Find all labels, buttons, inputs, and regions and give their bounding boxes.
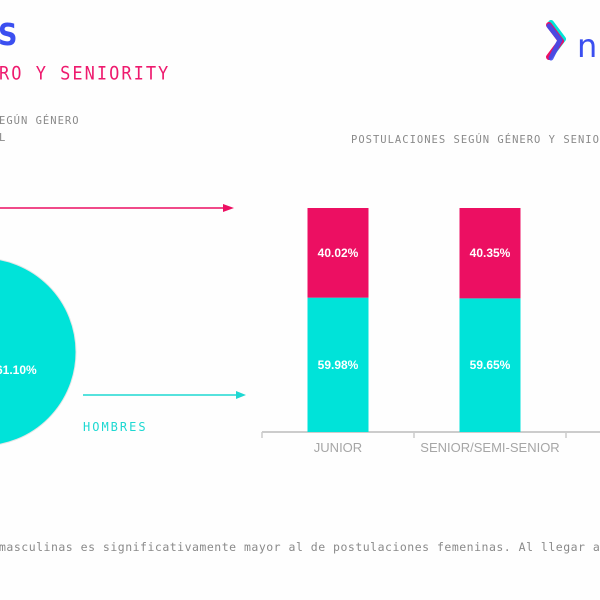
bar-data-label: 59.98% [318,358,359,372]
pie-title-line1: EGÚN GÉNERO [0,115,80,127]
bar-data-label: 40.02% [318,246,359,260]
pie-title-line2: L [0,132,7,144]
pie-value-label: 61.10% [0,363,37,377]
bar-segment [307,297,369,432]
bar-chart-title: POSTULACIONES SEGÚN GÉNERO Y SENIORITY. [351,134,600,146]
bar-data-label: 40.35% [470,246,511,260]
logo: n [546,20,597,65]
pie-slice-hombres [0,259,77,445]
bar-segment [459,208,521,299]
page-subtitle: RO Y SENIORITY [0,63,171,85]
arrow-mujeres-head [223,204,234,212]
bar-segment [459,298,521,432]
category-label: JUNIOR [314,440,362,455]
category-label: SENIOR/SEMI-SENIOR [420,440,559,455]
arrow-hombres-head [236,391,246,399]
bar-data-label: 59.65% [470,358,511,372]
bar-segment [307,208,369,298]
legend-hombres: HOMBRES [83,420,148,434]
page-title: S [0,18,19,53]
logo-text: n [577,27,597,65]
footer-text: masculinas es significativamente mayor a… [0,540,600,554]
